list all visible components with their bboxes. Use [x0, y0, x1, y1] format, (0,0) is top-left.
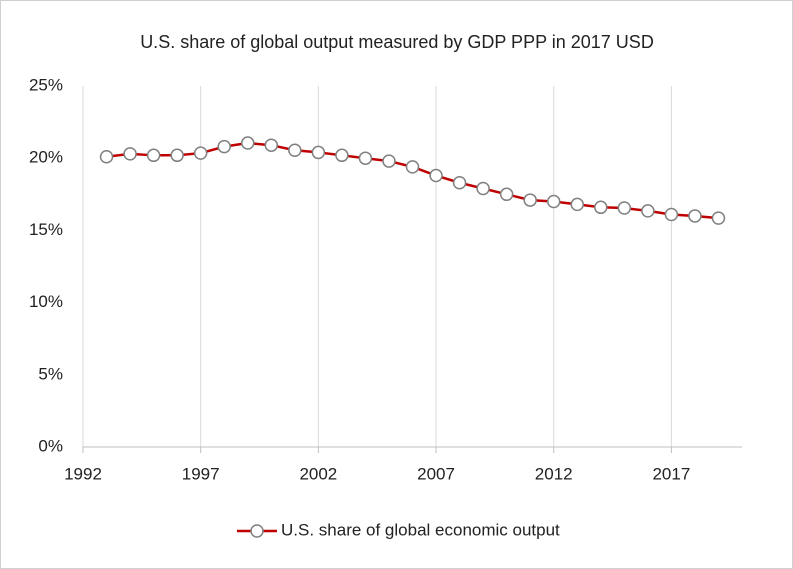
y-tick-label: 5%	[38, 364, 63, 383]
data-point	[664, 207, 679, 222]
y-tick-label: 25%	[29, 75, 63, 94]
data-point	[429, 168, 443, 183]
data-point	[241, 136, 255, 150]
data-point	[570, 197, 584, 212]
y-tick-label: 15%	[29, 220, 63, 239]
data-point	[123, 147, 137, 161]
data-point	[452, 175, 467, 190]
data-point	[546, 194, 561, 209]
data-point	[264, 138, 279, 152]
data-point	[476, 181, 490, 196]
x-tick-label: 2002	[299, 464, 337, 483]
data-point	[99, 150, 114, 164]
data-point	[382, 154, 396, 168]
data-point	[311, 145, 326, 160]
y-tick-label: 20%	[29, 148, 63, 167]
data-point	[170, 148, 184, 163]
data-point	[641, 204, 655, 218]
data-point	[193, 146, 208, 160]
x-tick-label: 1992	[64, 464, 102, 483]
data-point	[594, 200, 608, 215]
data-point	[617, 201, 632, 215]
data-point	[335, 148, 349, 163]
chart-title: U.S. share of global output measured by …	[140, 32, 654, 52]
x-tick-label: 2007	[417, 464, 455, 483]
legend-label: U.S. share of global economic output	[281, 520, 560, 539]
x-tick-label: 2017	[652, 464, 690, 483]
data-point	[146, 148, 161, 163]
data-point	[405, 160, 420, 174]
data-point	[217, 139, 231, 154]
y-tick-label: 10%	[29, 292, 63, 311]
data-point	[358, 151, 373, 165]
data-point	[711, 211, 726, 225]
legend-marker	[250, 524, 264, 538]
data-point	[688, 209, 702, 223]
data-point	[288, 143, 302, 158]
data-point	[499, 187, 514, 202]
y-tick-label: 0%	[38, 436, 63, 455]
x-tick-label: 2012	[535, 464, 573, 483]
data-point	[523, 193, 537, 207]
x-tick-label: 1997	[182, 464, 220, 483]
